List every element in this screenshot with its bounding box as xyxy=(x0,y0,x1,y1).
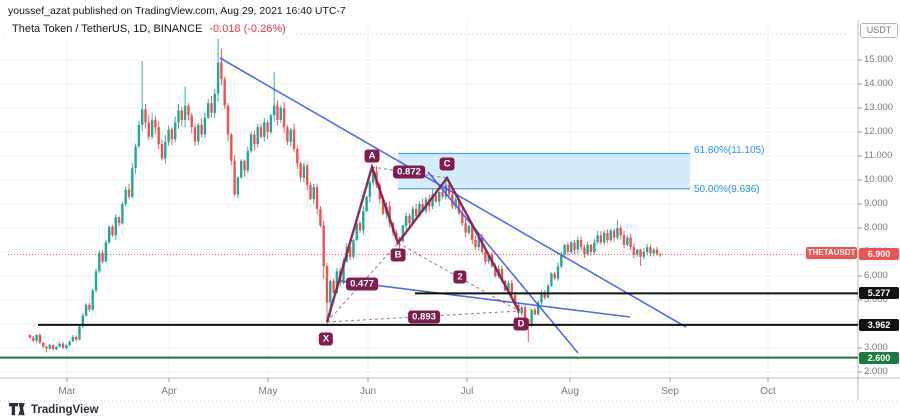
pattern-point-D[interactable]: D xyxy=(513,317,529,331)
pattern-point-X[interactable]: X xyxy=(318,332,334,346)
tradingview-brand[interactable]: TradingView xyxy=(31,403,99,416)
price-change: -0.018 (-0.26%) xyxy=(209,23,286,35)
time-axis-label-jul[interactable]: Jul xyxy=(460,386,474,397)
price-axis-label: 3.000 xyxy=(864,342,888,353)
fib-level-label-0[interactable]: 61.80%(11.105) xyxy=(694,145,765,156)
pattern-ratio-0.872[interactable]: 0.872 xyxy=(393,165,425,179)
axis-ticks xyxy=(66,59,862,382)
time-axis-label-apr[interactable]: Apr xyxy=(161,386,177,397)
time-axis-label-jun[interactable]: Jun xyxy=(359,386,377,397)
pattern-ratio-0.477[interactable]: 0.477 xyxy=(346,277,378,291)
price-axis-label: 13.000 xyxy=(864,102,894,113)
pattern-ratio-0.893[interactable]: 0.893 xyxy=(408,310,440,324)
symbol-title[interactable]: Theta Token / TetherUS, 1D, BINANCE xyxy=(12,23,203,35)
footer: TradingView xyxy=(8,402,99,417)
time-axis-label-aug[interactable]: Aug xyxy=(561,386,579,397)
time-axis-label-sep[interactable]: Sep xyxy=(661,386,679,397)
price-badge-6.900: 6.900 xyxy=(859,248,899,261)
pattern-point-C[interactable]: C xyxy=(439,157,455,171)
fib-level-label-1[interactable]: 50.00%(9.636) xyxy=(694,184,760,195)
price-axis-label: 8.000 xyxy=(864,222,888,233)
price-axis-label: 6.000 xyxy=(864,270,888,281)
time-axis-label-oct[interactable]: Oct xyxy=(760,386,776,397)
time-axis-label-may[interactable]: May xyxy=(258,386,278,397)
price-axis-label: 10.000 xyxy=(864,174,894,185)
tradingview-logo-icon[interactable] xyxy=(8,402,25,417)
price-axis-label: 12.000 xyxy=(864,126,894,137)
pattern-ratio-2[interactable]: 2 xyxy=(453,270,467,284)
price-axis-label: 9.000 xyxy=(864,198,888,209)
price-axis-label: 14.000 xyxy=(864,78,894,89)
price-axis-label: 2.000 xyxy=(864,366,888,377)
price-badge-3.962: 3.962 xyxy=(859,318,899,331)
horizontal-levels[interactable] xyxy=(0,292,858,359)
symbol-title-row[interactable]: Theta Token / TetherUS, 1D, BINANCE -0.01… xyxy=(8,21,294,37)
price-badge-5.277: 5.277 xyxy=(859,287,899,300)
pattern-point-A[interactable]: A xyxy=(364,149,380,163)
pattern-point-B[interactable]: B xyxy=(390,248,406,262)
publish-header: youssef_azat published on TradingView.co… xyxy=(8,5,352,17)
candlesticks[interactable] xyxy=(28,38,662,353)
trendlines[interactable] xyxy=(219,57,687,354)
time-axis-label-mar[interactable]: Mar xyxy=(58,386,76,397)
symbol-price-label: THETAUSDT xyxy=(806,247,857,259)
xabcd-pattern[interactable] xyxy=(325,163,521,323)
price-badge-2.600: 2.600 xyxy=(859,351,899,364)
currency-toggle-button[interactable]: USDT xyxy=(860,23,898,38)
price-axis-label: 15.000 xyxy=(864,54,894,65)
price-axis-label: 5.000 xyxy=(864,294,888,305)
price-axis-label: 11.000 xyxy=(864,150,893,161)
